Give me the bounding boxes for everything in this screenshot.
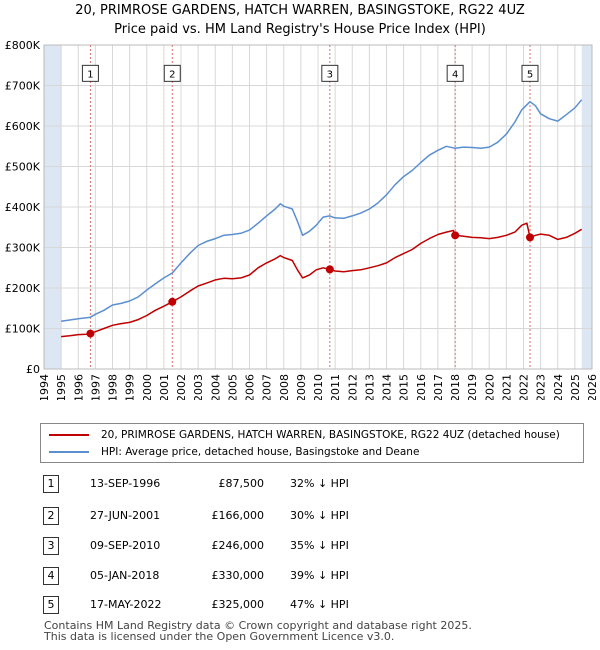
transaction-hpi: 32% ↓ HPI [290, 477, 349, 490]
x-tick-label: 2018 [449, 374, 462, 400]
x-tick-label: 2021 [500, 374, 513, 400]
x-tick-label: 1997 [89, 374, 102, 400]
transaction-row: 1 13-SEP-1996 £87,500 32% ↓ HPI [0, 475, 600, 495]
property-line-swatch [49, 434, 89, 436]
x-tick-label: 2000 [141, 374, 154, 400]
transaction-label-box [163, 64, 181, 82]
title-line-2: Price paid vs. HM Land Registry's House … [114, 22, 486, 37]
x-tick-label: 2007 [261, 374, 274, 400]
transaction-row: 4 05-JAN-2018 £330,000 39% ↓ HPI [0, 567, 600, 587]
legend-item-property: 20, PRIMROSE GARDENS, HATCH WARREN, BASI… [41, 427, 560, 443]
transaction-label-box [446, 64, 464, 82]
y-tick-label: £100K [5, 323, 41, 336]
x-tick-label: 2001 [158, 374, 171, 400]
transaction-point [451, 231, 460, 240]
y-tick-label: £200K [5, 282, 41, 295]
transaction-number: 3 [43, 537, 59, 555]
transaction-point [168, 297, 177, 306]
transaction-price: £166,000 [211, 509, 265, 522]
x-tick-label: 2006 [244, 374, 257, 400]
transaction-number: 5 [43, 596, 59, 614]
plot-border [43, 44, 593, 370]
transaction-price: £325,000 [211, 598, 265, 611]
footer: Contains HM Land Registry data © Crown c… [44, 620, 472, 642]
x-tick-label: 2020 [483, 374, 496, 400]
x-tick-label: 1998 [107, 374, 120, 400]
y-tick-label: £300K [5, 242, 41, 255]
title-line-1: 20, PRIMROSE GARDENS, HATCH WARREN, BASI… [75, 3, 525, 18]
legend-hpi-label: HPI: Average price, detached house, Basi… [101, 446, 420, 458]
y-tick-label: £600K [5, 120, 41, 133]
x-tick-label: 1995 [55, 374, 68, 400]
x-tick-label: 2012 [346, 374, 359, 400]
transaction-point [86, 329, 95, 338]
transaction-date: 13-SEP-1996 [90, 477, 161, 490]
x-tick-label: 2010 [312, 374, 325, 400]
transaction-date: 17-MAY-2022 [90, 598, 162, 611]
footer-copyright: Contains HM Land Registry data © Crown c… [44, 619, 472, 632]
x-tick-label: 2013 [363, 374, 376, 400]
transaction-label-number: 1 [87, 69, 93, 80]
transaction-price: £246,000 [211, 539, 265, 552]
transaction-point [325, 265, 334, 274]
hpi-series-line [60, 99, 583, 322]
x-tick-label: 2005 [226, 374, 239, 400]
x-tick-label: 2014 [381, 374, 394, 400]
x-tick-label: 2024 [552, 374, 565, 400]
transaction-label-box [521, 64, 539, 82]
property-series-line [61, 222, 583, 338]
transaction-label-box [81, 64, 99, 82]
x-tick-label: 2015 [398, 374, 411, 400]
transaction-row: 5 17-MAY-2022 £325,000 47% ↓ HPI [0, 596, 600, 616]
x-tick-label: 2016 [415, 374, 428, 400]
x-tick-label: 2004 [209, 374, 222, 400]
y-tick-label: £800K [5, 39, 41, 52]
x-tick-label: 2026 [586, 374, 599, 400]
price-chart: 1994 1995 1996 1997 1998 1999 2000 2001 2002 2003… [5, 39, 599, 400]
x-tick-label: 2017 [432, 374, 445, 400]
x-tick-label: 1996 [72, 374, 85, 400]
transaction-number: 4 [43, 567, 59, 585]
x-tick-label: 2003 [192, 374, 205, 400]
transaction-label-number: 4 [452, 69, 458, 80]
x-tick-label: 1999 [124, 374, 137, 400]
transaction-date: 27-JUN-2001 [90, 509, 161, 522]
hpi-line-swatch [49, 451, 89, 453]
x-tick-label: 2009 [295, 374, 308, 400]
x-tick-label: 2008 [278, 374, 291, 400]
transaction-label-number: 2 [169, 69, 175, 80]
x-tick-label: 2023 [535, 374, 548, 400]
transaction-price: £330,000 [211, 569, 265, 582]
y-tick-label: £500K [5, 161, 41, 174]
transaction-label-box [321, 64, 339, 82]
transaction-price: £87,500 [218, 477, 265, 490]
x-tick-label: 2002 [175, 374, 188, 400]
transaction-number: 1 [43, 475, 59, 493]
y-tick-label: £400K [5, 201, 41, 214]
transaction-row: 2 27-JUN-2001 £166,000 30% ↓ HPI [0, 507, 600, 527]
x-tick-label: 2025 [569, 374, 582, 400]
transaction-row: 3 09-SEP-2010 £246,000 35% ↓ HPI [0, 537, 600, 557]
transaction-date: 05-JAN-2018 [90, 569, 160, 582]
transaction-point [526, 233, 535, 242]
transaction-label-number: 3 [327, 69, 333, 80]
legend-property-label: 20, PRIMROSE GARDENS, HATCH WARREN, BASI… [101, 429, 560, 441]
legend-item-hpi: HPI: Average price, detached house, Basi… [41, 444, 419, 460]
transaction-hpi: 30% ↓ HPI [290, 509, 349, 522]
x-tick-label: 2022 [518, 374, 531, 400]
y-tick-label: £700K [5, 80, 41, 93]
x-tick-label: 2011 [329, 374, 342, 400]
transaction-date: 09-SEP-2010 [90, 539, 161, 552]
transaction-hpi: 47% ↓ HPI [290, 598, 349, 611]
transaction-hpi: 35% ↓ HPI [290, 539, 349, 552]
x-tick-label: 2019 [466, 374, 479, 400]
chart-title: 20, PRIMROSE GARDENS, HATCH WARREN, BASI… [0, 0, 600, 39]
transaction-number: 2 [43, 507, 59, 525]
transaction-label-number: 5 [527, 69, 533, 80]
legend: 20, PRIMROSE GARDENS, HATCH WARREN, BASI… [40, 423, 584, 463]
x-tick-label: 1994 [38, 374, 51, 400]
footer-licence: This data is licensed under the Open Gov… [44, 630, 395, 643]
y-tick-label: £0 [26, 363, 40, 376]
transaction-hpi: 39% ↓ HPI [290, 569, 349, 582]
